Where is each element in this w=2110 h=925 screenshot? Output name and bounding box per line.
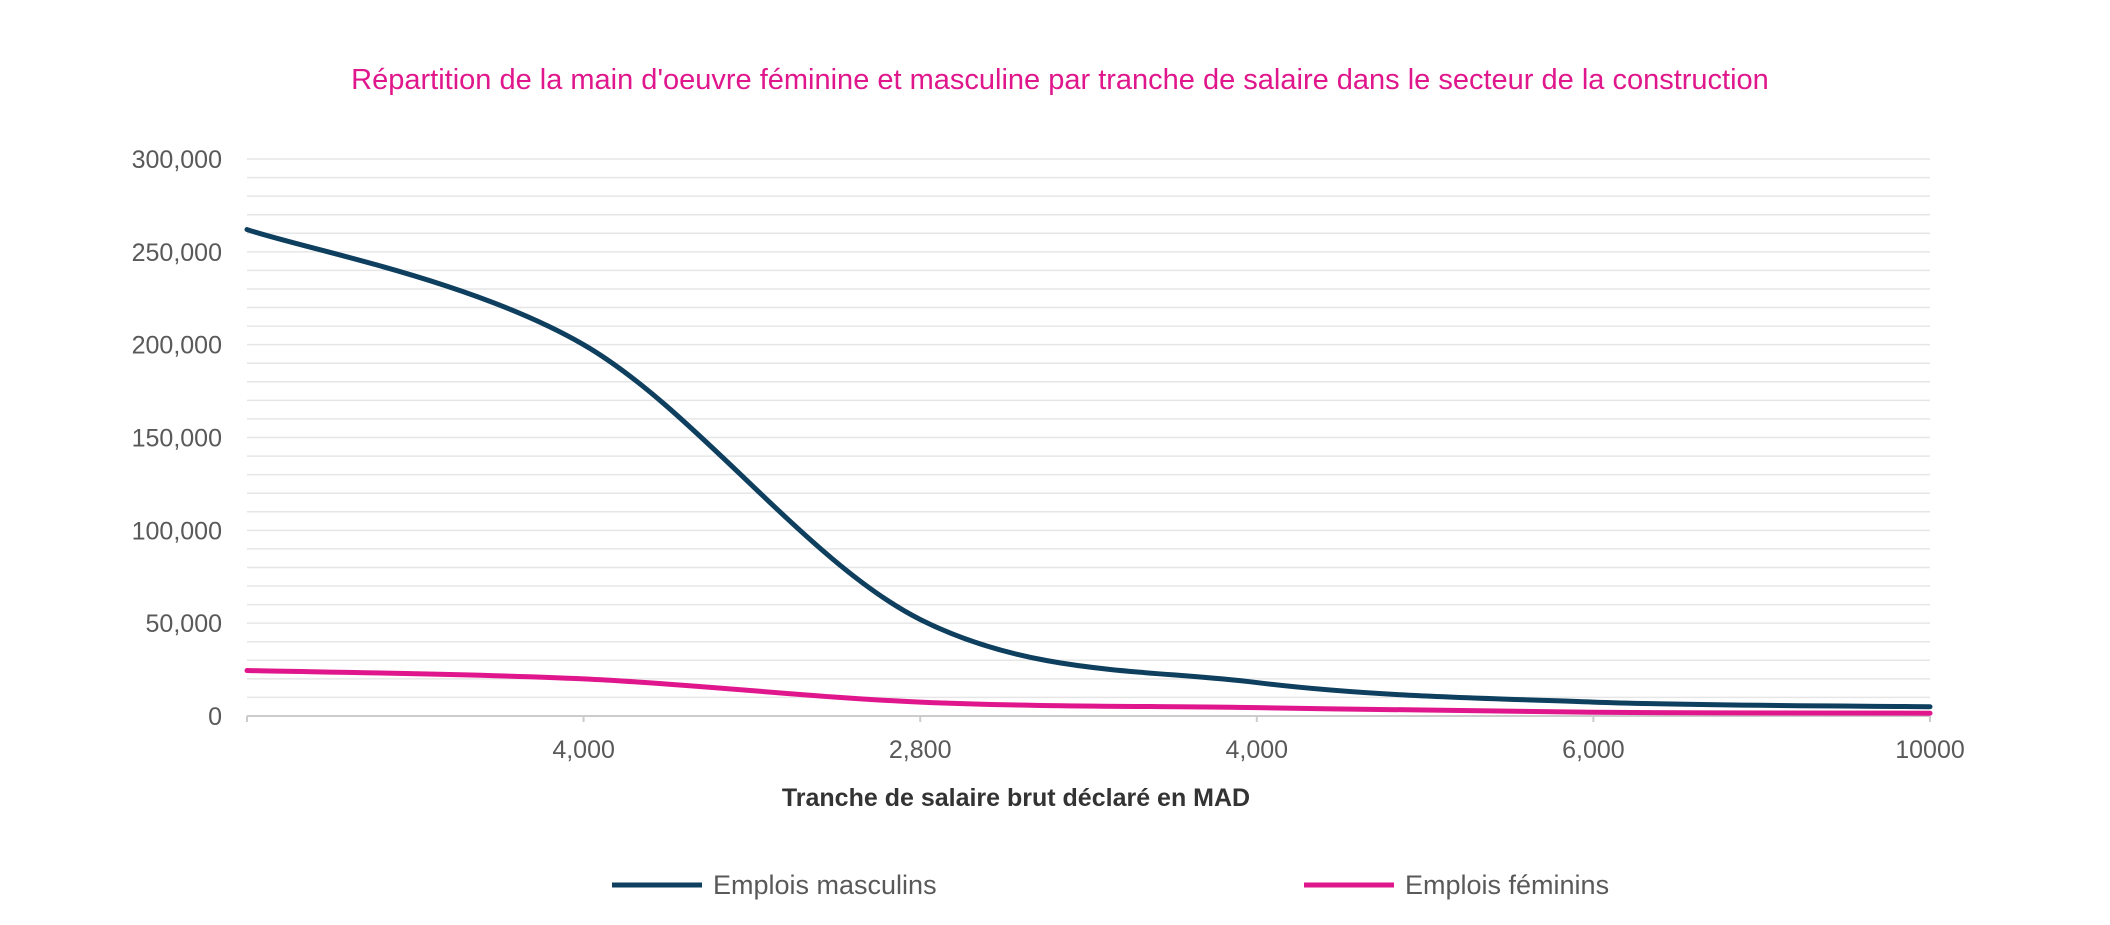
x-axis-ticks: 4,000 2,800 4,000 6,000 10000	[552, 736, 1964, 764]
y-tick-label: 0	[208, 703, 222, 731]
series-lines	[244, 227, 1933, 716]
x-axis	[246, 715, 1931, 722]
x-tick-label: 10000	[1895, 736, 1965, 764]
y-tick-label: 250,000	[132, 239, 222, 267]
grid-lines	[247, 158, 1930, 699]
y-tick-label: 100,000	[132, 517, 222, 545]
chart-title: Répartition de la main d'oeuvre féminine…	[351, 64, 1769, 96]
y-axis-ticks: 0 50,000 100,000 150,000 200,000 250,000 300,0…	[132, 146, 222, 731]
legend-label: Emplois masculins	[713, 870, 937, 900]
y-tick-label: 300,000	[132, 146, 222, 174]
y-tick-label: 50,000	[146, 610, 222, 638]
x-tick-label: 4,000	[552, 736, 615, 764]
x-tick-label: 4,000	[1226, 736, 1289, 764]
x-axis-title: Tranche de salaire brut déclaré en MAD	[782, 784, 1250, 812]
x-tick-label: 2,800	[889, 736, 952, 764]
series-line-emplois-feminins	[244, 668, 1933, 716]
legend-label: Emplois féminins	[1405, 870, 1609, 900]
y-tick-label: 200,000	[132, 332, 222, 360]
series-line-emplois-masculins	[244, 227, 1933, 710]
x-tick-label: 6,000	[1562, 736, 1625, 764]
y-tick-label: 150,000	[132, 425, 222, 453]
legend: Emplois masculins Emplois féminins	[612, 870, 1609, 900]
